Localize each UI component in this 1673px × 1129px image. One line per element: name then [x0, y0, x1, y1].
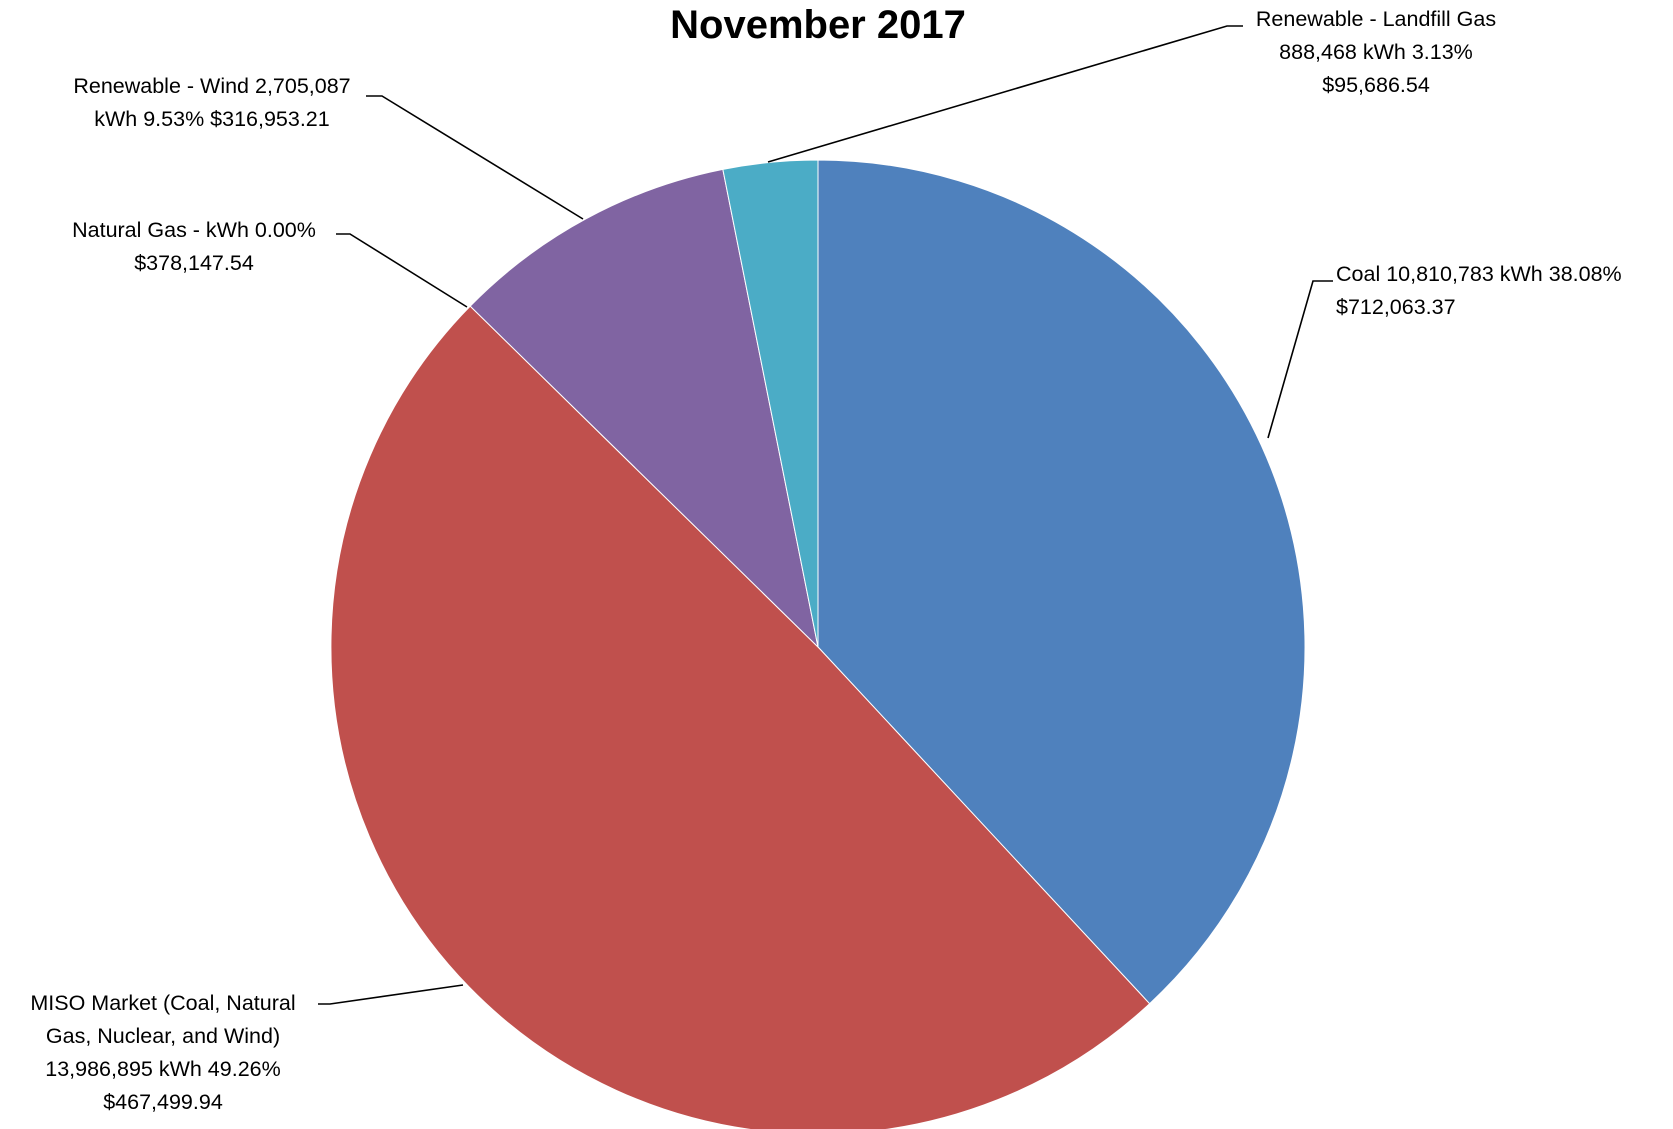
leader-line: [366, 95, 584, 220]
leader-line: [318, 984, 464, 1005]
leader-line: [336, 233, 468, 308]
slice-label-line: MISO Market (Coal, Natural: [30, 991, 295, 1015]
slice-label-line: kWh 9.53% $316,953.21: [94, 107, 329, 131]
slice-label-line: $712,063.37: [1336, 295, 1456, 319]
slice-label-line: $95,686.54: [1322, 73, 1430, 97]
leader-line: [1267, 280, 1333, 439]
slice-label-line: Renewable - Landfill Gas: [1256, 7, 1496, 31]
slice-labels: Coal 10,810,783 kWh 38.08% $712,063.37 MIS…: [30, 7, 1621, 1114]
pie-slice-miso-market-coal-natural-gas-nuclear-and-wind: [330, 305, 1151, 1129]
pie-slice-renewable-wind: [469, 168, 819, 649]
slice-label: Coal 10,810,783 kWh 38.08% $712,063.37: [1336, 262, 1622, 319]
chart-title: November 2017: [670, 3, 966, 47]
slice-label-line: $467,499.94: [103, 1090, 223, 1114]
slice-label-line: Renewable - Wind 2,705,087: [73, 74, 350, 98]
slice-label-line: Coal 10,810,783 kWh 38.08%: [1336, 262, 1622, 286]
slice-label: MISO Market (Coal, Natural Gas, Nuclear, …: [30, 991, 295, 1114]
slice-label: Renewable - Landfill Gas 888,468 kWh 3.13…: [1256, 7, 1496, 97]
slice-label-line: 888,468 kWh 3.13%: [1279, 40, 1473, 64]
slice-label-line: Natural Gas - kWh 0.00%: [72, 218, 316, 242]
pie-slice-coal: [817, 159, 1306, 1005]
slice-label: Natural Gas - kWh 0.00% $378,147.54: [72, 218, 316, 275]
slice-label-line: Gas, Nuclear, and Wind): [46, 1024, 280, 1048]
pie-slices: [330, 159, 1306, 1129]
slice-label-line: 13,986,895 kWh 49.26%: [45, 1057, 280, 1081]
leader-line: [767, 25, 1243, 163]
pie-slice-renewable-landfill-gas: [722, 159, 819, 648]
leader-lines: [318, 25, 1333, 1005]
slice-label: Renewable - Wind 2,705,087 kWh 9.53% $316…: [73, 74, 350, 131]
slice-label-line: $378,147.54: [134, 251, 254, 275]
